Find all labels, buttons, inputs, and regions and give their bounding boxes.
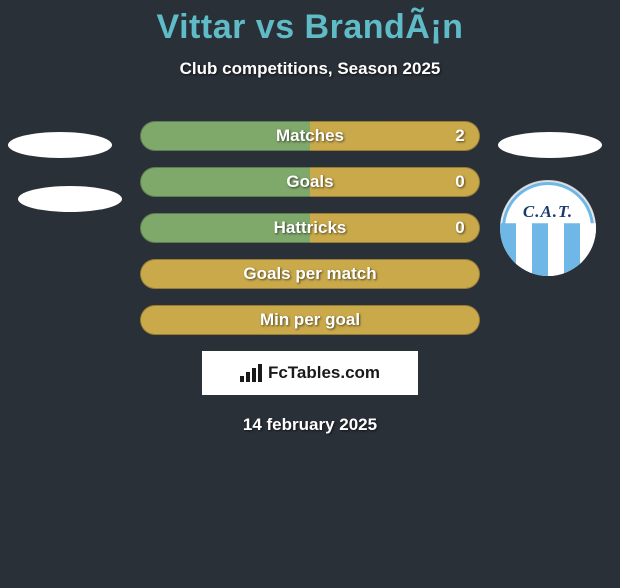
bar-chart-icon	[240, 364, 262, 382]
stat-value-right: 0	[450, 213, 470, 243]
stat-label: Goals	[140, 167, 480, 197]
stats-list: Matches2Goals0Hattricks0Goals per matchM…	[0, 121, 620, 335]
date-text: 14 february 2025	[0, 415, 620, 435]
stat-row: Goals0	[0, 167, 620, 197]
branding-box: FcTables.com	[202, 351, 418, 395]
stat-bar: Goals	[140, 167, 480, 197]
stat-row: Min per goal	[0, 305, 620, 335]
stat-label: Goals per match	[141, 259, 479, 289]
page-title: Vittar vs BrandÃ¡n	[0, 8, 620, 47]
stat-bar: Hattricks	[140, 213, 480, 243]
stat-bar-full: Goals per match	[140, 259, 480, 289]
stat-bar-full: Min per goal	[140, 305, 480, 335]
stat-label: Hattricks	[140, 213, 480, 243]
stat-value-right: 2	[450, 121, 470, 151]
stat-row: Goals per match	[0, 259, 620, 289]
stat-row: Hattricks0	[0, 213, 620, 243]
stat-bar: Matches	[140, 121, 480, 151]
branding-text: FcTables.com	[268, 363, 380, 383]
stat-label: Matches	[140, 121, 480, 151]
stat-row: Matches2	[0, 121, 620, 151]
page-subtitle: Club competitions, Season 2025	[0, 59, 620, 79]
stat-label: Min per goal	[141, 305, 479, 335]
stat-value-right: 0	[450, 167, 470, 197]
